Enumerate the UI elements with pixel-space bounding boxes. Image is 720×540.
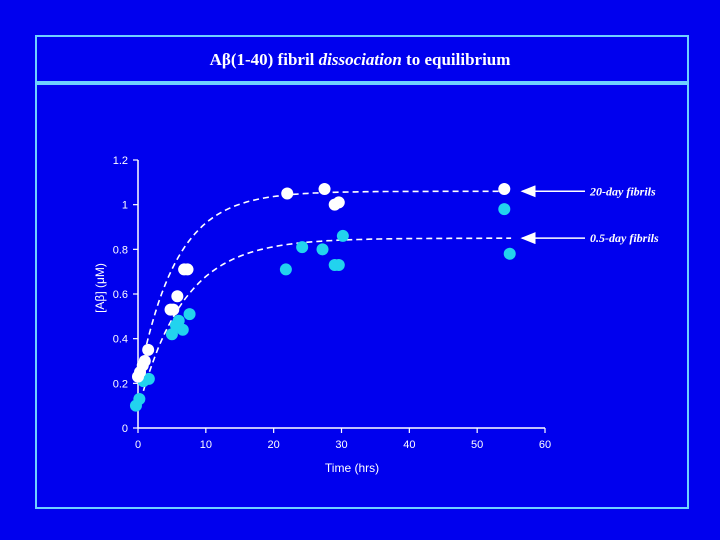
data-point: [138, 355, 151, 367]
annotation-label: 20-day fibrils: [589, 184, 656, 198]
x-tick-label: 30: [335, 439, 347, 451]
x-tick-label: 60: [539, 439, 551, 451]
y-tick-label: 1.2: [113, 155, 128, 167]
data-point: [336, 229, 349, 242]
fit-curves: [137, 190, 512, 411]
x-tick-label: 10: [200, 439, 212, 451]
fit-curve: [137, 190, 512, 384]
data-point: [142, 372, 155, 385]
slide-title: Aβ(1-40) fibril dissociation to equilibr…: [0, 50, 720, 70]
data-point: [181, 263, 194, 276]
data-point: [133, 392, 146, 405]
title-suffix: to equilibrium: [401, 50, 511, 69]
y-tick-label: 0.2: [113, 378, 128, 390]
y-tick-label: 0: [122, 423, 128, 435]
y-tick-label: 1: [122, 200, 128, 212]
x-axis-title: Time (hrs): [325, 461, 379, 475]
axes: 0 0.2 0.4 0.6 0.8 1 1.2 0 10 20 30 40 50 60: [113, 155, 551, 451]
data-points: [129, 183, 516, 412]
data-point: [316, 243, 329, 256]
annotation-label: 0.5-day fibrils: [590, 231, 659, 245]
x-tick-label: 40: [403, 439, 415, 451]
data-point: [296, 241, 309, 254]
data-point: [172, 314, 185, 327]
x-tick-label: 20: [268, 439, 280, 451]
data-point: [318, 183, 331, 196]
data-point: [142, 343, 155, 356]
data-point: [332, 258, 345, 271]
data-point: [176, 323, 189, 336]
annotations: 20-day fibrils 0.5-day fibrils: [520, 184, 659, 245]
data-point: [281, 187, 294, 200]
title-prefix: Aβ(1-40) fibril: [209, 50, 319, 69]
y-tick-label: 0.6: [113, 289, 128, 301]
y-axis-title: [Aβ] (μM): [93, 263, 107, 313]
y-tick-label: 0.4: [113, 334, 128, 346]
x-tick-label: 0: [135, 439, 141, 451]
data-point: [183, 308, 196, 321]
title-underline: [37, 81, 687, 85]
x-tick-label: 50: [471, 439, 483, 451]
title-emphasis: dissociation: [318, 50, 402, 69]
data-point: [498, 183, 511, 196]
data-point: [332, 196, 345, 209]
y-tick-label: 0.8: [113, 244, 128, 256]
data-point: [171, 290, 184, 303]
data-point: [165, 328, 178, 341]
fit-curve: [137, 237, 512, 411]
data-point: [167, 303, 180, 316]
data-point: [503, 247, 516, 260]
slide-frame: [35, 35, 689, 509]
data-point: [498, 203, 511, 216]
data-point: [279, 263, 292, 276]
